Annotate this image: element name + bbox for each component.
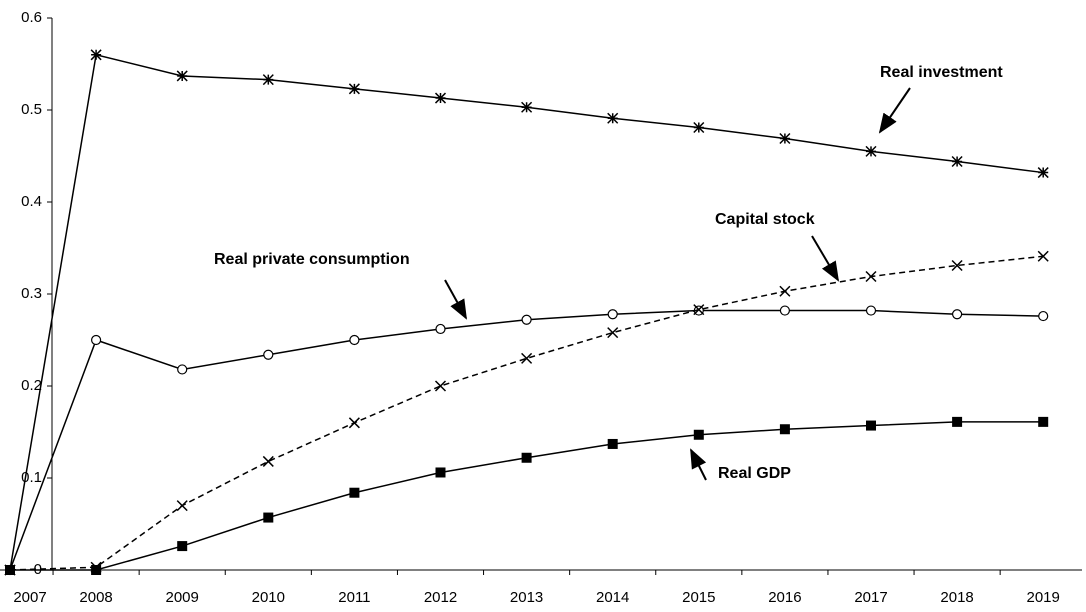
marker	[952, 416, 963, 427]
marker	[262, 74, 274, 86]
x-tick-label: 2013	[510, 589, 543, 606]
marker	[348, 417, 360, 429]
series-line	[9, 309, 1044, 571]
marker	[176, 70, 188, 82]
marker	[521, 314, 532, 325]
arrow	[690, 448, 707, 481]
series	[4, 49, 1049, 576]
marker	[434, 380, 447, 392]
marker	[90, 334, 102, 346]
marker	[865, 145, 877, 157]
series-line	[9, 255, 1044, 571]
marker	[1037, 167, 1049, 179]
y-tick-label: 0.6	[21, 9, 42, 26]
marker	[90, 49, 102, 61]
x-tick-label: 2017	[854, 589, 887, 606]
marker	[348, 83, 360, 95]
marker	[177, 541, 188, 552]
marker	[779, 424, 790, 435]
series-line	[10, 421, 1044, 571]
marker	[951, 309, 963, 320]
x-tick-label: 2008	[79, 589, 112, 606]
arrow	[878, 87, 911, 134]
marker	[607, 327, 619, 339]
marker	[951, 155, 963, 168]
marker	[1038, 310, 1049, 322]
marker	[1037, 250, 1049, 262]
series	[4, 250, 1049, 576]
marker	[521, 352, 533, 364]
marker	[607, 112, 619, 124]
marker	[607, 438, 618, 449]
y-tick-label: 0.2	[21, 377, 42, 394]
x-tick-label: 2012	[424, 589, 457, 606]
marker	[693, 304, 705, 316]
marker	[865, 270, 877, 283]
marker	[435, 467, 446, 478]
y-tick-label: 0.3	[21, 285, 42, 302]
marker	[349, 487, 360, 498]
marker	[693, 429, 704, 440]
x-tick-label: 2014	[596, 589, 629, 606]
x-tick-label: 2010	[252, 589, 285, 606]
marker	[951, 259, 963, 272]
x-tick-label: 2011	[338, 589, 370, 606]
x-tick-label: 2007	[13, 589, 46, 606]
annotation: Capital stock	[715, 211, 815, 228]
marker	[779, 305, 791, 316]
marker	[176, 500, 188, 512]
series-line	[9, 53, 1044, 571]
marker	[91, 565, 102, 575]
series	[5, 416, 1049, 575]
x-tick-label: 2018	[940, 589, 973, 606]
marker	[693, 121, 705, 134]
x-tick-label: 2019	[1027, 589, 1060, 606]
marker	[262, 455, 274, 467]
marker	[349, 334, 360, 346]
marker	[263, 512, 274, 523]
marker	[607, 309, 618, 320]
marker	[5, 565, 15, 575]
marker	[521, 452, 532, 463]
annotation: Real GDP	[718, 465, 791, 482]
x-tick-label: 2009	[166, 589, 199, 606]
marker	[865, 305, 877, 316]
marker	[435, 323, 446, 335]
marker	[434, 92, 447, 104]
marker	[779, 132, 791, 145]
marker	[866, 420, 876, 431]
x-tick-label: 2016	[768, 589, 801, 606]
arrow	[444, 279, 467, 320]
marker	[1038, 416, 1049, 427]
marker	[177, 364, 188, 375]
y-tick-label: 0.5	[21, 101, 42, 118]
y-tick-label: 0.4	[21, 193, 42, 210]
marker	[779, 285, 791, 297]
annotation: Real investment	[880, 64, 1003, 81]
annotations: Real investment Real private consumption…	[214, 64, 1003, 482]
marker	[521, 101, 533, 113]
x-tick-label: 2015	[682, 589, 715, 606]
marker	[263, 349, 274, 360]
series	[4, 305, 1049, 576]
arrow	[811, 235, 840, 282]
annotation: Real private consumption	[214, 251, 410, 268]
arrows	[444, 87, 911, 481]
